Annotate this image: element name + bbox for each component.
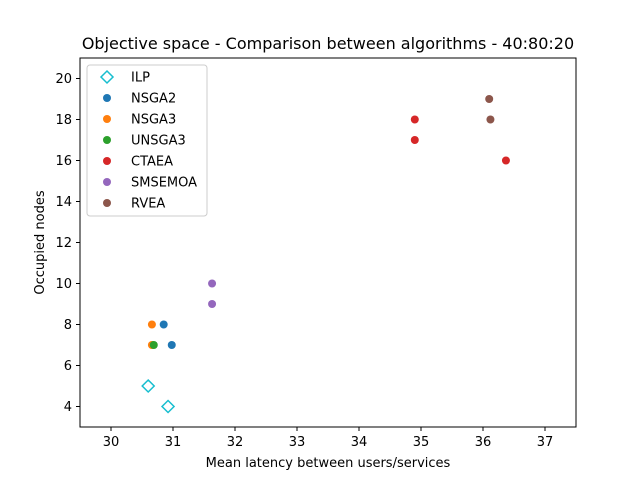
plot-marks	[141, 95, 510, 414]
data-point-unsga3	[149, 341, 158, 349]
legend-marker-smsemoa	[103, 178, 111, 186]
legend-label-rvea: RVEA	[131, 197, 165, 212]
data-point-ilp	[160, 399, 176, 414]
x-tick-label: 30	[103, 435, 120, 450]
data-point-nsga3	[147, 320, 156, 329]
legend-label-nsga3: NSGA3	[131, 113, 176, 128]
x-tick-label: 33	[289, 435, 306, 450]
x-tick-label: 34	[351, 435, 368, 450]
legend: ILP NSGA2 NSGA3 UNSGA3 CTAEA SMSEMOA RVEA	[86, 64, 208, 217]
legend-label-ilp: ILP	[131, 71, 150, 86]
chart-title: Objective space - Comparison between alg…	[82, 34, 574, 53]
x-tick-label: 36	[475, 435, 492, 450]
data-point-rvea	[486, 115, 495, 124]
x-tick-label: 32	[227, 435, 244, 450]
data-point-rvea	[485, 95, 494, 103]
x-axis-ticks: 30 31 32 33 34 35 36 37	[103, 427, 554, 450]
legend-box	[86, 64, 208, 217]
legend-label-nsga2: NSGA2	[131, 92, 176, 107]
data-point-nsga2	[167, 341, 176, 349]
x-tick-label: 35	[413, 435, 430, 450]
data-point-ctaea	[501, 156, 510, 165]
y-tick-label: 16	[55, 154, 72, 169]
legend-label-ctaea: CTAEA	[131, 155, 173, 170]
x-tick-label: 37	[537, 435, 554, 450]
y-axis-label: Occupied nodes	[33, 190, 48, 294]
data-point-nsga2	[159, 320, 168, 329]
data-point-smsemoa	[208, 279, 217, 288]
data-point-ctaea	[410, 115, 419, 124]
y-tick-label: 6	[64, 359, 72, 374]
x-tick-label: 31	[165, 435, 182, 450]
x-axis-label: Mean latency between users/services	[206, 456, 451, 471]
legend-marker-nsga3	[103, 115, 111, 123]
y-tick-label: 8	[64, 318, 72, 333]
legend-marker-ctaea	[103, 157, 111, 165]
legend-marker-nsga2	[103, 94, 111, 102]
y-axis-ticks: 4 6 8 10 12 14 16 18 20	[55, 72, 80, 415]
legend-label-unsga3: UNSGA3	[131, 134, 186, 149]
y-tick-label: 18	[55, 113, 72, 128]
y-tick-label: 20	[55, 72, 72, 87]
y-tick-label: 14	[55, 195, 72, 210]
y-tick-label: 12	[55, 236, 72, 251]
data-point-ilp	[141, 378, 156, 394]
legend-marker-rvea	[103, 199, 111, 207]
y-tick-label: 10	[55, 277, 72, 292]
legend-marker-unsga3	[103, 136, 111, 144]
legend-marker-ilp	[99, 69, 115, 85]
data-point-ctaea	[410, 136, 419, 144]
y-tick-label: 4	[64, 400, 72, 415]
data-point-smsemoa	[208, 300, 217, 308]
legend-label-smsemoa: SMSEMOA	[131, 176, 197, 191]
